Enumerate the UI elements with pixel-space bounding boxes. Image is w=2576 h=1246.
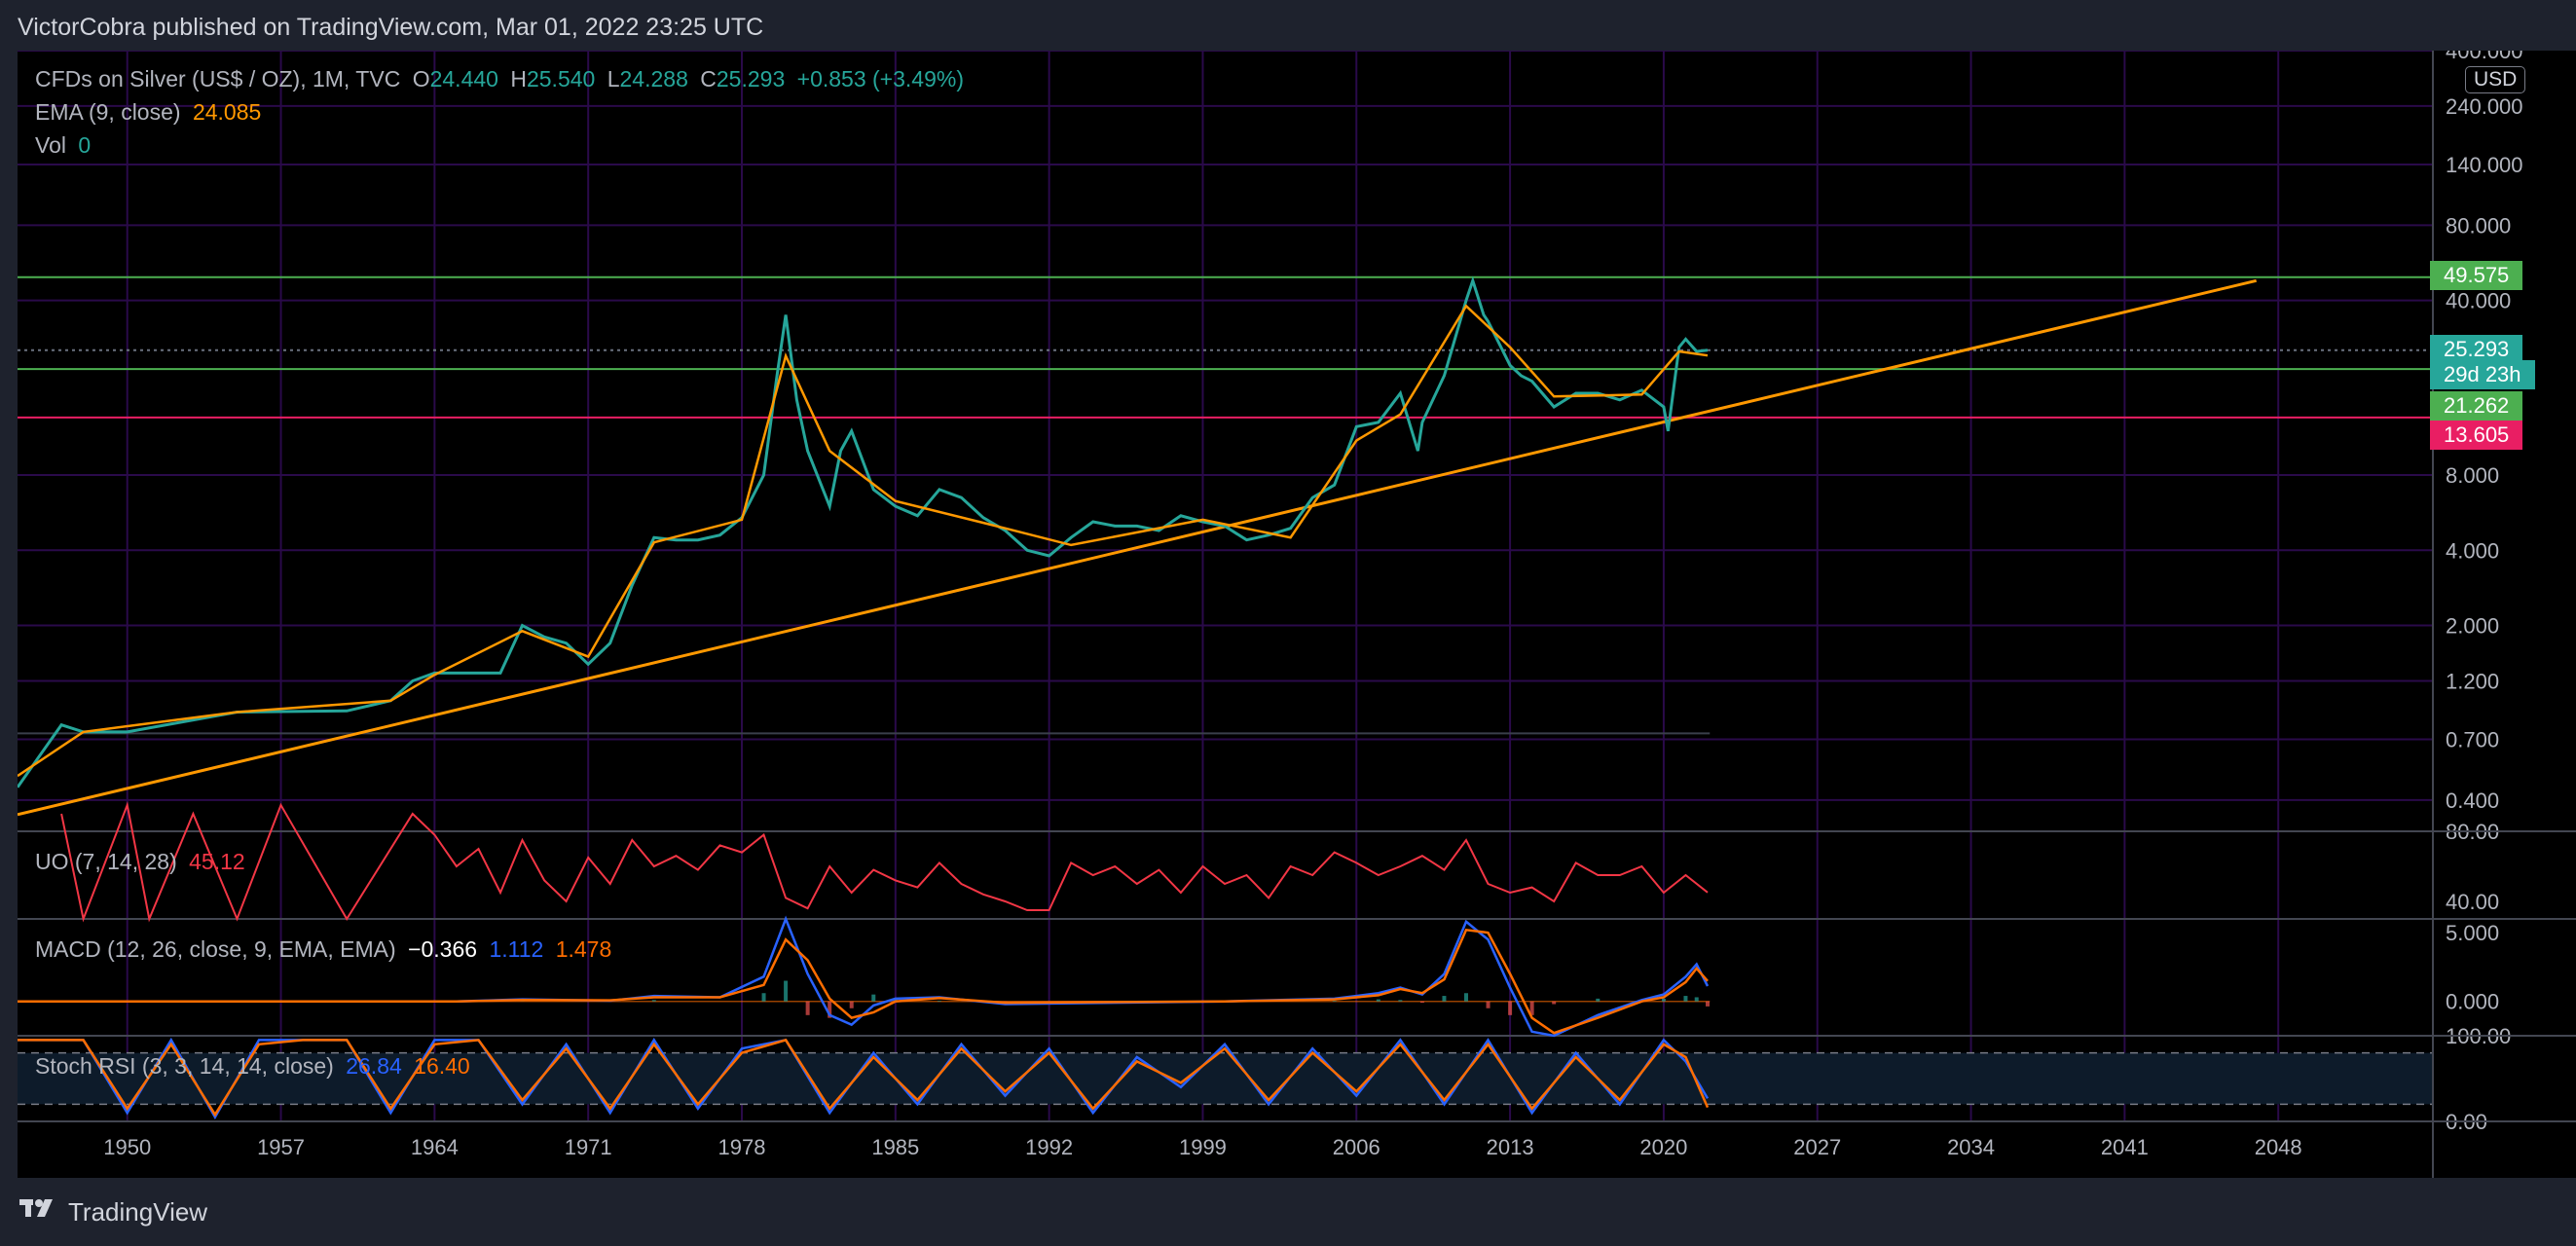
trendline xyxy=(18,278,2257,817)
macd-legend: MACD (12, 26, close, 9, EMA, EMA) −0.366… xyxy=(35,936,617,963)
x-tick-label: 2041 xyxy=(2101,1135,2149,1159)
price-tick-label: 1.200 xyxy=(2446,669,2499,693)
high-label: H xyxy=(510,66,527,92)
price-tick-label: 400.000 xyxy=(2446,51,2523,63)
close-label: C xyxy=(700,66,717,92)
x-tick-label: 1999 xyxy=(1179,1135,1227,1159)
open-label: O xyxy=(412,66,430,92)
resistance-price-label: 49.575 xyxy=(2430,261,2523,290)
x-tick-label: 1950 xyxy=(103,1135,151,1159)
x-tick-label: 2006 xyxy=(1333,1135,1380,1159)
price-tick-label: 4.000 xyxy=(2446,538,2499,563)
open-value: 24.440 xyxy=(429,66,498,92)
low-value: 24.288 xyxy=(619,66,688,92)
chart-area[interactable]: 1950 1957 1964 1971 1978 1985 1992 1999 2006 2013… xyxy=(18,51,2432,1178)
x-tick-label: 1971 xyxy=(565,1135,612,1159)
change-value: +0.853 (+3.49%) xyxy=(796,66,964,92)
vol-label: Vol xyxy=(35,132,66,158)
macd-tick-label: 0.000 xyxy=(2446,990,2499,1014)
macd-label: MACD (12, 26, close, 9, EMA, EMA) xyxy=(35,936,396,962)
x-tick-label: 1992 xyxy=(1025,1135,1073,1159)
price-tick-label: 0.400 xyxy=(2446,788,2499,813)
price-tick-label: 40.000 xyxy=(2446,289,2511,313)
vol-legend: Vol 0 xyxy=(35,132,96,159)
macd-hist-value: −0.366 xyxy=(408,936,478,962)
ema-legend: EMA (9, close) 24.085 xyxy=(35,99,267,126)
stoch-d-line xyxy=(18,1038,1710,1118)
uo-label: UO (7, 14, 28) xyxy=(35,849,177,874)
stoch-k-value: 26.84 xyxy=(346,1053,402,1079)
price-tick-label: 80.000 xyxy=(2446,213,2511,238)
price-axis-svg[interactable]: 400.000 240.000 140.000 80.000 40.000 8.000 4.… xyxy=(2432,39,2576,1178)
last-price-label: 25.293 xyxy=(2430,335,2523,364)
close-value: 25.293 xyxy=(716,66,786,92)
price-series-line xyxy=(18,275,1709,788)
uo-tick-label: 40.00 xyxy=(2446,890,2499,914)
tradingview-footer[interactable]: TradingView xyxy=(19,1197,207,1228)
macd-signal-line xyxy=(18,928,1709,1035)
x-tick-label: 1964 xyxy=(411,1135,459,1159)
price-tick-label: 2.000 xyxy=(2446,614,2499,639)
ema-series-line xyxy=(18,304,1709,778)
x-tick-label: 1978 xyxy=(718,1135,766,1159)
high-value: 25.540 xyxy=(526,66,596,92)
countdown-label: 29d 23h xyxy=(2430,360,2535,389)
price-tick-label: 140.000 xyxy=(2446,153,2523,177)
stoch-band xyxy=(18,1052,2432,1105)
uo-value: 45.12 xyxy=(189,849,245,874)
price-legend: CFDs on Silver (US$ / OZ), 1M, TVC O24.4… xyxy=(35,66,970,92)
tradingview-logo-icon xyxy=(19,1197,58,1228)
x-tick-label: 1985 xyxy=(871,1135,919,1159)
macd-value: 1.112 xyxy=(489,936,544,962)
x-tick-label: 2048 xyxy=(2255,1135,2302,1159)
macd-signal-value: 1.478 xyxy=(555,936,612,962)
uo-series-line xyxy=(60,801,1709,923)
stoch-legend: Stoch RSI (3, 3, 14, 14, close) 26.84 16… xyxy=(35,1053,476,1080)
x-tick-label: 2013 xyxy=(1487,1135,1534,1159)
footer-brand: TradingView xyxy=(68,1197,208,1227)
currency-badge[interactable]: USD xyxy=(2465,66,2526,93)
price-tick-label: 8.000 xyxy=(2446,463,2499,488)
uo-legend: UO (7, 14, 28) 45.12 xyxy=(35,849,251,875)
price-axis[interactable]: 400.000 240.000 140.000 80.000 40.000 8.000 4.… xyxy=(2432,39,2576,1178)
x-tick-label: 2020 xyxy=(1639,1135,1687,1159)
symbol-label: CFDs on Silver (US$ / OZ), 1M, TVC xyxy=(35,66,401,92)
stoch-label: Stoch RSI (3, 3, 14, 14, close) xyxy=(35,1053,334,1079)
x-tick-label: 1957 xyxy=(257,1135,305,1159)
low-line-price-label: 13.605 xyxy=(2430,421,2523,450)
ema-value: 24.085 xyxy=(192,99,262,125)
macd-tick-label: 5.000 xyxy=(2446,921,2499,945)
price-tick-label: 240.000 xyxy=(2446,94,2523,119)
chart-canvas[interactable]: 1950 1957 1964 1971 1978 1985 1992 1999 2006 2013… xyxy=(18,51,2432,1178)
x-tick-label: 2034 xyxy=(1947,1135,1995,1159)
stoch-d-value: 16.40 xyxy=(414,1053,470,1079)
price-tick-label: 0.700 xyxy=(2446,728,2499,752)
x-tick-label: 2027 xyxy=(1793,1135,1841,1159)
ema-label: EMA (9, close) xyxy=(35,99,181,125)
support-price-label: 21.262 xyxy=(2430,391,2523,421)
low-label: L xyxy=(607,66,620,92)
publish-header: VictorCobra published on TradingView.com… xyxy=(18,14,764,41)
vol-value: 0 xyxy=(78,132,92,158)
